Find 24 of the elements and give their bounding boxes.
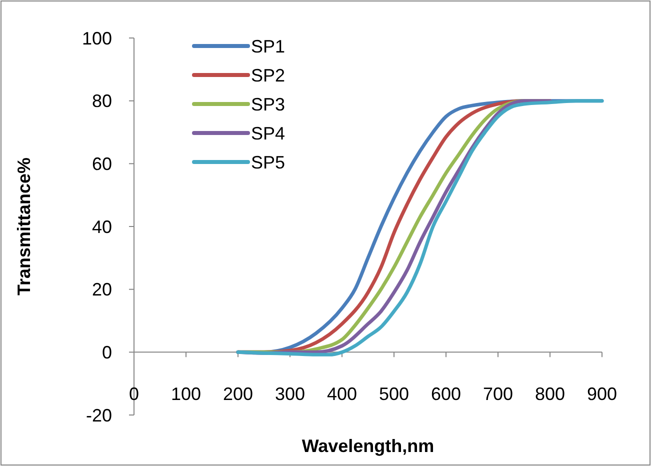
y-tick-label: 60 xyxy=(92,154,112,174)
y-tick-label: 0 xyxy=(102,342,112,362)
x-tick-label: 300 xyxy=(274,384,306,404)
y-tick-label: 80 xyxy=(92,91,112,112)
x-tick-label: 600 xyxy=(430,384,462,404)
x-tick-label: 500 xyxy=(378,384,410,404)
legend-label: SP3 xyxy=(251,94,286,114)
x-tick-label: 900 xyxy=(586,384,618,404)
x-tick-label: 200 xyxy=(222,384,254,404)
y-tick-label: 40 xyxy=(92,216,112,237)
x-tick-label: 0 xyxy=(128,384,140,404)
x-tick-label: 800 xyxy=(534,384,566,404)
y-tick-label: 100 xyxy=(82,28,112,48)
legend-label: SP2 xyxy=(251,65,286,86)
legend-label: SP5 xyxy=(251,152,286,172)
x-tick-label: 100 xyxy=(170,384,202,404)
legend-label: SP1 xyxy=(251,36,286,56)
y-tick-label: -20 xyxy=(86,405,112,426)
x-tick-label: 700 xyxy=(482,384,514,404)
y-axis-title: Transmittance% xyxy=(14,157,34,296)
legend-label: SP4 xyxy=(251,123,286,144)
x-axis-title: Wavelength,nm xyxy=(302,436,434,456)
x-tick-label: 400 xyxy=(326,384,358,404)
y-tick-label: 20 xyxy=(92,280,112,300)
